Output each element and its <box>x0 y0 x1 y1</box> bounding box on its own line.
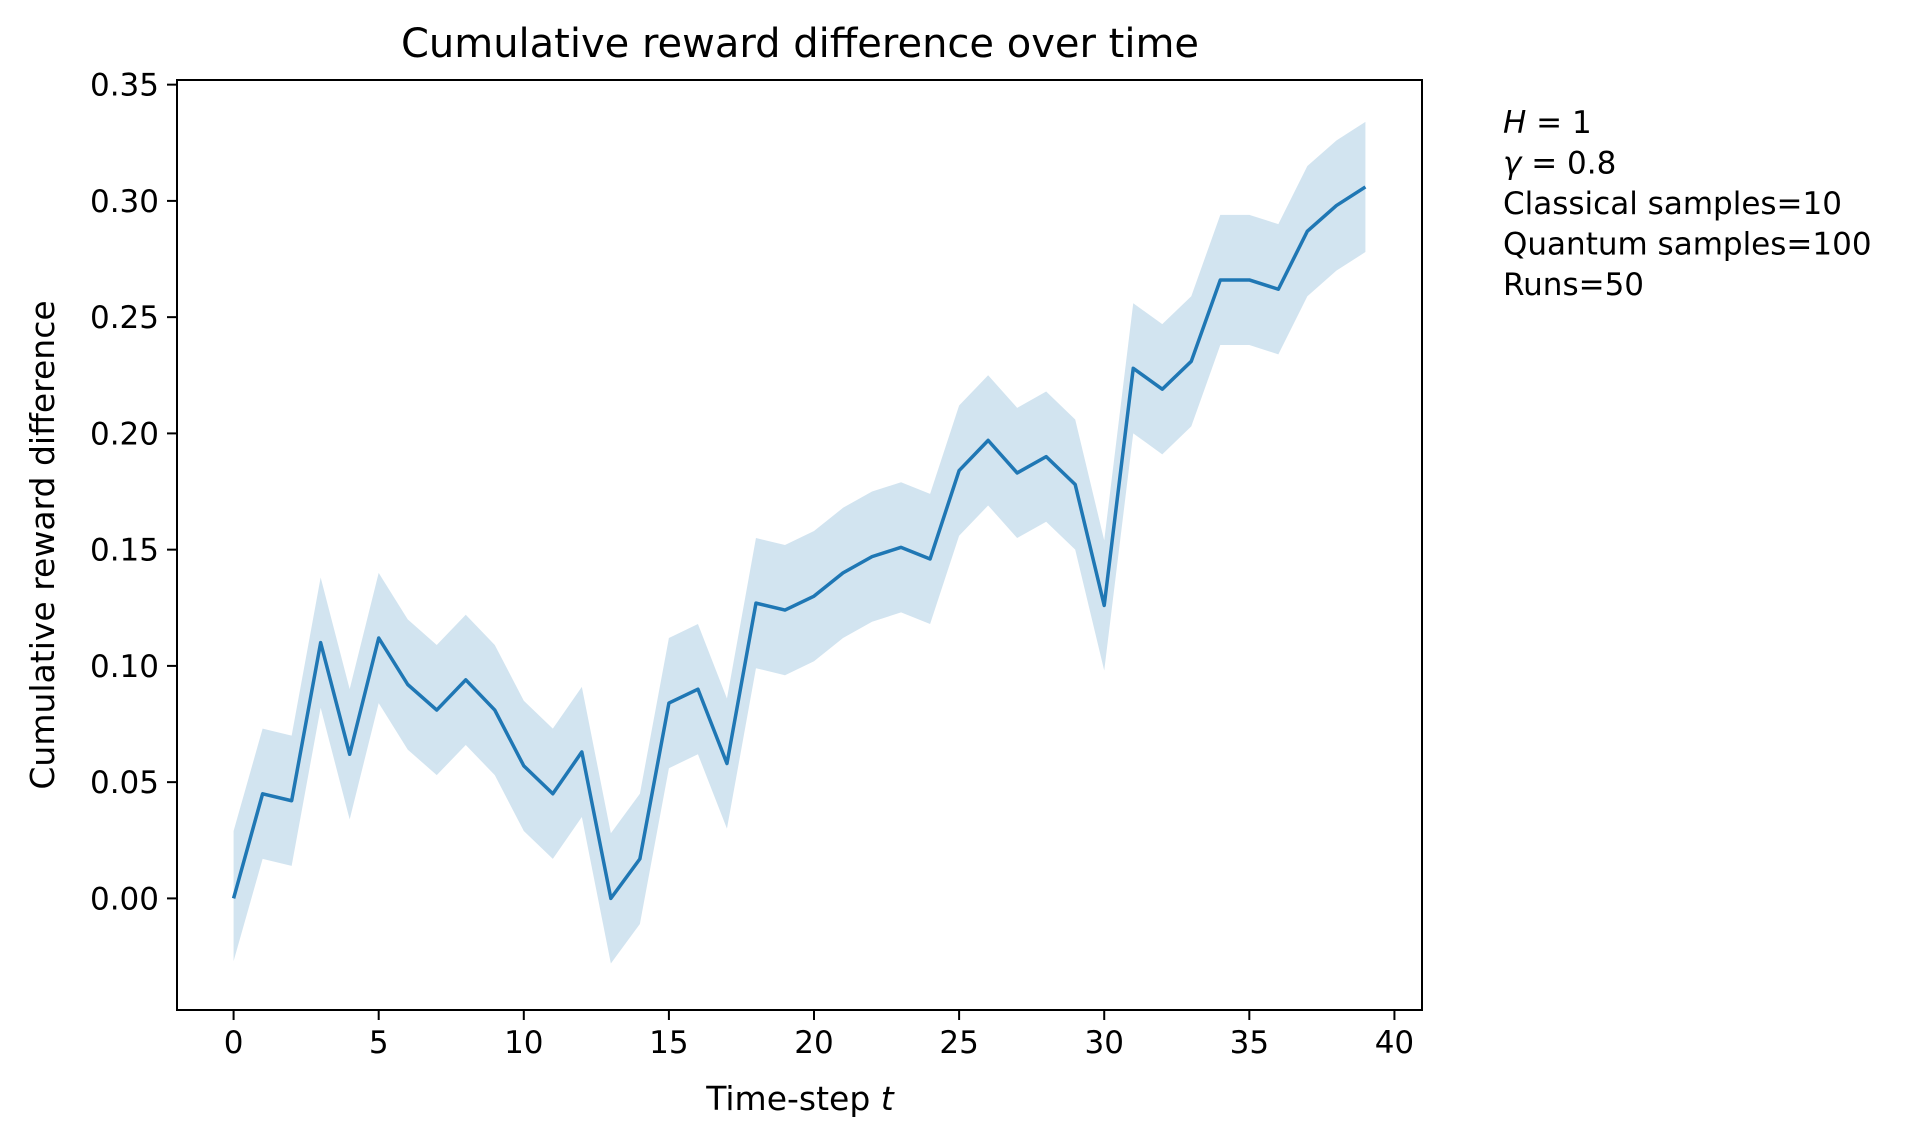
data-point <box>406 683 410 687</box>
annotation-value: Quantum samples=100 <box>1503 227 1872 263</box>
data-point <box>957 469 961 473</box>
y-tick-label: 0.00 <box>90 881 159 917</box>
data-point <box>290 799 294 803</box>
data-point <box>1363 185 1367 189</box>
data-point <box>232 896 236 900</box>
data-point <box>435 708 439 712</box>
data-point <box>725 762 729 766</box>
x-tick-label: 30 <box>1084 1025 1123 1061</box>
x-tick-label: 35 <box>1230 1025 1269 1061</box>
data-point <box>754 601 758 605</box>
data-point <box>841 571 845 575</box>
x-axis-label-text: Time-step <box>705 1079 870 1118</box>
data-point <box>1189 359 1193 363</box>
y-tick-label: 0.25 <box>90 300 159 336</box>
data-point <box>1218 278 1222 282</box>
data-point <box>986 438 990 442</box>
data-point <box>1131 366 1135 370</box>
annotation-line: Classical samples=10 <box>1503 186 1842 222</box>
annotation-symbol: H <box>1503 105 1526 141</box>
annotation-line: γ = 0.8 <box>1503 146 1616 182</box>
annotation-symbol: γ <box>1503 146 1523 182</box>
data-point <box>928 557 932 561</box>
y-tick-label: 0.10 <box>90 649 159 685</box>
data-point <box>1015 471 1019 475</box>
annotation-value: Classical samples=10 <box>1503 186 1842 222</box>
data-point <box>1247 278 1251 282</box>
y-tick-label: 0.20 <box>90 416 159 452</box>
data-point <box>1160 387 1164 391</box>
data-point <box>870 555 874 559</box>
data-point <box>551 792 555 796</box>
data-point <box>783 608 787 612</box>
data-point <box>899 545 903 549</box>
x-tick-label: 15 <box>649 1025 688 1061</box>
data-point <box>464 678 468 682</box>
data-point <box>609 896 613 900</box>
x-axis-label-var: t <box>881 1079 895 1118</box>
x-tick-label: 25 <box>939 1025 978 1061</box>
y-tick-label: 0.35 <box>90 68 159 104</box>
x-axis-label: Time-step t <box>705 1079 895 1118</box>
annotation-value: = 0.8 <box>1521 146 1616 182</box>
data-point <box>1276 287 1280 291</box>
y-axis: 0.00 0.05 0.10 0.15 0.20 0.25 0.30 0.35 <box>90 68 177 917</box>
chart-title: Cumulative reward difference over time <box>401 21 1199 67</box>
data-point <box>377 636 381 640</box>
data-point <box>812 594 816 598</box>
annotation-line: Quantum samples=100 <box>1503 227 1872 263</box>
data-point <box>1305 229 1309 233</box>
annotation-value: Runs=50 <box>1503 267 1644 303</box>
x-tick-label: 10 <box>504 1025 543 1061</box>
plot-frame <box>176 79 1423 1011</box>
data-point <box>319 641 323 645</box>
data-point <box>1102 603 1106 607</box>
y-tick-label: 0.15 <box>90 533 159 569</box>
x-tick-label: 40 <box>1375 1025 1414 1061</box>
x-tick-label: 20 <box>794 1025 833 1061</box>
data-point <box>696 687 700 691</box>
plot-area <box>176 79 1423 1011</box>
y-tick-label: 0.30 <box>90 184 159 220</box>
x-tick-label: 5 <box>369 1025 389 1061</box>
mean-line <box>231 185 1367 901</box>
data-point <box>348 752 352 756</box>
data-point <box>1044 455 1048 459</box>
x-tick-label: 0 <box>224 1025 244 1061</box>
data-point <box>1334 204 1338 208</box>
y-tick-label: 0.05 <box>90 765 159 801</box>
data-point <box>638 857 642 861</box>
annotation-line: H = 1 <box>1503 105 1592 141</box>
y-axis-label: Cumulative reward difference <box>23 300 62 789</box>
confidence-band <box>233 121 1366 964</box>
data-point <box>667 701 671 705</box>
data-point <box>1073 483 1077 487</box>
data-point <box>261 792 265 796</box>
data-point <box>493 708 497 712</box>
annotation-line: Runs=50 <box>1503 267 1644 303</box>
annotation-value: = 1 <box>1526 105 1591 141</box>
data-point <box>580 750 584 754</box>
x-axis: 0 5 10 15 20 25 30 35 40 <box>224 1010 1414 1061</box>
data-point <box>522 764 526 768</box>
